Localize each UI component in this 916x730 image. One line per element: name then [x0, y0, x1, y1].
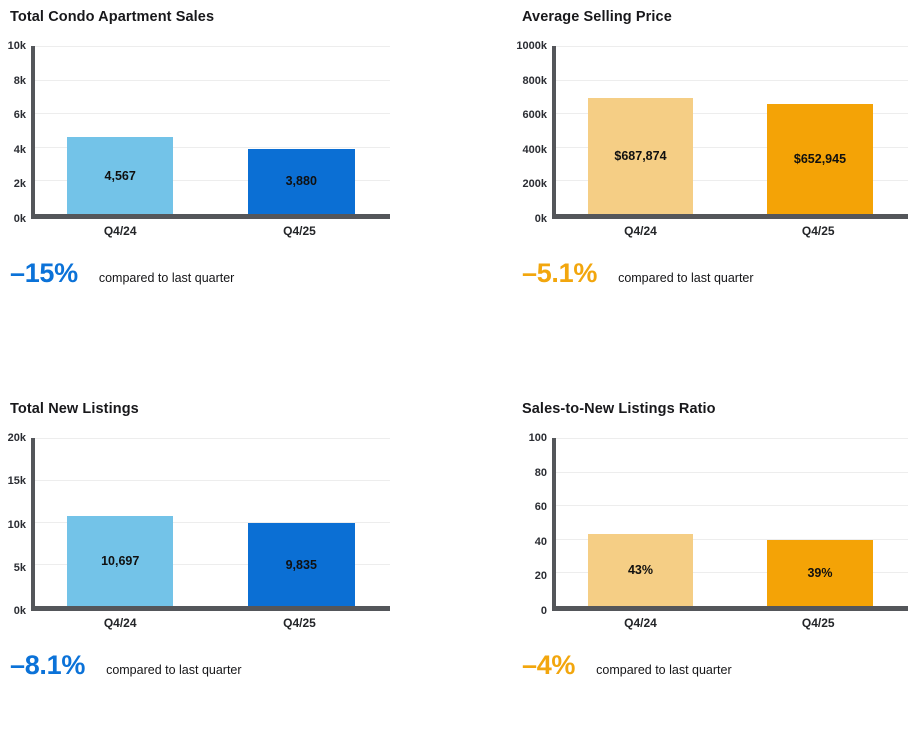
y-tick-label: 200k: [522, 178, 547, 191]
bar-value-label: 4,567: [104, 168, 136, 183]
bar-chart-total-new-listings: 0k 5k 10k 15k 20k 10,697 Q4/24 9,835 Q4/25: [4, 432, 390, 630]
bar-q4-25: $652,945: [767, 104, 873, 214]
gridline: [35, 146, 390, 148]
kpi-note: compared to last quarter: [618, 271, 754, 285]
y-tick-label: 60: [534, 501, 547, 514]
bar-value-label: 3,880: [285, 174, 317, 189]
bar-q4-25: 9,835: [248, 523, 355, 606]
y-tick-label: 0k: [13, 213, 26, 225]
gridline: [35, 564, 390, 565]
bar-q4-25: 39%: [767, 540, 873, 606]
y-tick-label: 40: [534, 535, 547, 548]
y-tick-label: 15k: [7, 475, 26, 488]
plot-area: 10,697 Q4/24 9,835 Q4/25: [31, 438, 390, 630]
x-tick-label: Q4/25: [801, 616, 835, 630]
gridline: [556, 79, 908, 81]
chart-title: Sales-to-New Listings Ratio: [522, 401, 716, 417]
y-tick-label: 100: [528, 432, 547, 444]
gridline: [556, 572, 908, 574]
y-tick-label: 4k: [13, 143, 26, 156]
y-tick-label: 20k: [7, 432, 26, 444]
bar-chart-sales-to-new-listings-ratio: 0 20 40 60 80 100 43% Q4/24 39% Q4/25: [506, 432, 908, 630]
bar-value-label: 39%: [807, 566, 833, 581]
y-tick-label: 0k: [13, 605, 26, 617]
bar-q4-24: 43%: [587, 533, 694, 606]
gridline: [35, 522, 390, 523]
gridline: [556, 180, 908, 182]
plot-area: 4,567 Q4/24 3,880 Q4/25: [31, 46, 390, 238]
panel-total-condo-apartment-sales: Total Condo Apartment Sales 0k 2k 4k 6k 8k 10…: [0, 0, 458, 392]
gridline: [556, 113, 908, 115]
y-tick-label: 6k: [13, 109, 26, 122]
y-axis: 0k 200k 400k 600k 800k 1000k: [506, 40, 552, 225]
x-tick-label: Q4/25: [283, 616, 316, 630]
kpi-row: –8.1% compared to last quarter: [10, 650, 458, 681]
x-tick-label: Q4/24: [103, 616, 137, 630]
gridline: [556, 505, 908, 507]
chart-title: Total New Listings: [10, 401, 139, 417]
gridline: [35, 480, 390, 481]
kpi-note: compared to last quarter: [596, 663, 732, 677]
y-tick-label: 10k: [7, 40, 26, 52]
y-tick-label: 2k: [13, 178, 26, 191]
y-tick-label: 5k: [13, 561, 26, 574]
bar-q4-24: 10,697: [66, 516, 174, 606]
bar-q4-25: 3,880: [248, 148, 355, 214]
kpi-note: compared to last quarter: [98, 271, 235, 285]
bar-q4-24: $687,874: [587, 98, 694, 214]
bar-value-label: $652,945: [793, 152, 847, 167]
gridline: [556, 471, 908, 473]
gridline: [35, 180, 390, 182]
panel-total-new-listings: Total New Listings 0k 5k 10k 15k 20k 10,697 Q…: [0, 392, 458, 730]
chart-title: Total Condo Apartment Sales: [10, 9, 215, 25]
bar-chart-average-selling-price: 0k 200k 400k 600k 800k 1000k $687,874 Q4/24 $65…: [506, 40, 908, 238]
gridline: [35, 438, 390, 439]
y-tick-label: 0k: [534, 213, 547, 225]
panel-average-selling-price: Average Selling Price 0k 200k 400k 600k 800k…: [458, 0, 916, 392]
bar-value-label: 10,697: [101, 554, 140, 569]
kpi-note: compared to last quarter: [106, 663, 242, 677]
y-tick-label: 400k: [522, 143, 547, 156]
x-tick-label: Q4/24: [624, 224, 657, 238]
gridline: [556, 146, 908, 148]
y-tick-label: 1000k: [516, 40, 547, 52]
gridline: [35, 113, 390, 115]
x-tick-label: Q4/24: [624, 616, 657, 630]
gridline: [556, 46, 908, 47]
kpi-change-value: –4%: [522, 650, 576, 680]
plot-area: 43% Q4/24 39% Q4/25: [552, 438, 908, 630]
y-axis: 0 20 40 60 80 100: [506, 432, 552, 617]
y-tick-label: 10k: [7, 518, 26, 531]
y-tick-label: 0: [540, 605, 547, 617]
gridline: [35, 79, 390, 81]
bar-value-label: 43%: [627, 562, 653, 577]
bar-value-label: 9,835: [285, 557, 317, 572]
y-tick-label: 600k: [522, 109, 547, 122]
x-tick-label: Q4/24: [103, 224, 137, 238]
bar-value-label: $687,874: [614, 149, 667, 164]
kpi-change-value: –5.1%: [522, 258, 598, 288]
y-axis: 0k 5k 10k 15k 20k: [4, 432, 31, 617]
kpi-change-value: –15%: [10, 258, 78, 288]
chart-title: Average Selling Price: [522, 9, 672, 25]
plot-area: $687,874 Q4/24 $652,945 Q4/25: [552, 46, 908, 238]
y-tick-label: 800k: [522, 74, 547, 87]
x-tick-label: Q4/25: [283, 224, 316, 238]
kpi-row: –15% compared to last quarter: [10, 258, 458, 289]
y-tick-label: 8k: [13, 74, 26, 87]
bar-q4-24: 4,567: [66, 137, 174, 214]
kpi-row: –4% compared to last quarter: [522, 650, 916, 681]
kpi-change-value: –8.1%: [10, 650, 86, 680]
y-axis: 0k 2k 4k 6k 8k 10k: [4, 40, 31, 225]
gridline: [556, 438, 908, 439]
gridline: [556, 538, 908, 540]
y-tick-label: 80: [534, 466, 547, 479]
panel-sales-to-new-listings-ratio: Sales-to-New Listings Ratio 0 20 40 60 80 100…: [458, 392, 916, 730]
bar-chart-total-condo-apartment-sales: 0k 2k 4k 6k 8k 10k 4,567 Q4/24 3,880 Q4/25: [4, 40, 390, 238]
kpi-row: –5.1% compared to last quarter: [522, 258, 916, 289]
x-tick-label: Q4/25: [801, 224, 835, 238]
gridline: [35, 46, 390, 47]
y-tick-label: 20: [534, 570, 547, 583]
